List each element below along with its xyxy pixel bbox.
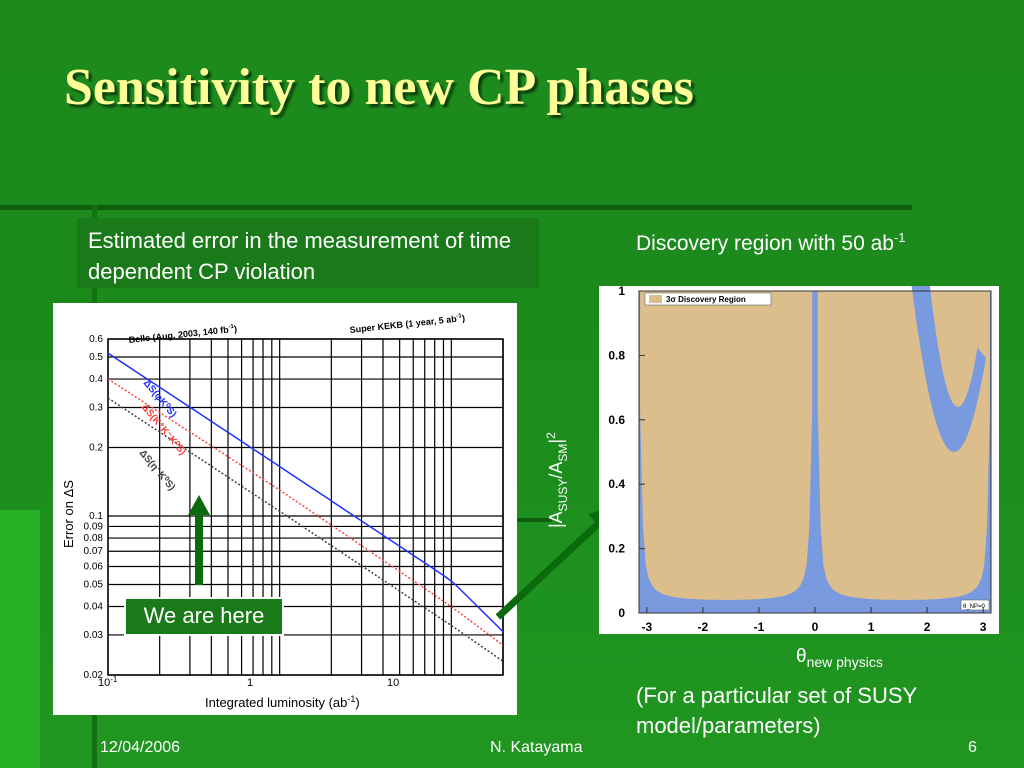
plot2-xtick-label: -3 [642, 620, 653, 634]
slide-title: Sensitivity to new CP phases [64, 59, 694, 116]
right-caption: Discovery region with 50 ab-1 [636, 230, 906, 256]
divider-line-short [517, 518, 552, 522]
plot1-ytick-label: 0.4 [89, 374, 103, 385]
plot1-ytick-label: 0.09 [84, 521, 104, 532]
plot2-ytick-label: 0.2 [608, 542, 625, 556]
up-arrow-icon [188, 495, 210, 585]
up-arrow-shaft [195, 513, 203, 585]
plot2-legend-text: 3σ Discovery Region [666, 295, 746, 304]
plot2-corner-label: θ_NP=0 [963, 604, 986, 610]
error-vs-luminosity-plot: 0.6 0.5 0.4 0.3 0.2 0.1 0.09 0.08 0.07 0.06 0.05 0.… [53, 303, 517, 715]
plot1-ylabel: Error on ΔS [61, 480, 76, 548]
plot1-ytick-label: 0.1 [89, 511, 103, 522]
plot1-ytick-label: 0.3 [89, 402, 103, 413]
plot1-series-label-etaks: ΔS(η' K⁰S) [137, 448, 177, 493]
plot2-xtick-label: 3 [980, 620, 987, 634]
plot2-ytick-label: 0.8 [608, 348, 625, 362]
plot2-tick-labels: -3 -2 -1 0 1 2 3 0 0.2 0.4 0.6 0.8 1 [608, 284, 987, 634]
plot2-region-right [817, 291, 990, 600]
side-strip [0, 510, 40, 768]
discovery-region-plot: 3σ Discovery Region θ_NP=0 -3 -2 -1 0 1 2 3 0 0.… [599, 284, 999, 634]
plot1-xtick-2: 10 [387, 677, 399, 689]
plot1-ytick-label: 0.03 [84, 630, 104, 641]
plot1-header-right: Super KEKB (1 year, 5 ab-1) [349, 313, 465, 335]
footer-author: N. Katayama [490, 739, 583, 756]
plot1-xtick-0: 10-1 [98, 675, 118, 689]
plot2-corner-box [960, 599, 990, 611]
right-caption-text: Discovery region with 50 ab [636, 232, 894, 255]
footer-date: 12/04/2006 [100, 739, 181, 756]
divider-line [0, 205, 912, 210]
up-arrow-head [188, 495, 210, 515]
plot2-xtick-label: 2 [924, 620, 931, 634]
plot1-ytick-label: 0.08 [84, 533, 104, 544]
plot2-ytick-label: 0.6 [608, 413, 625, 427]
plot2-xtick-label: 0 [812, 620, 819, 634]
callout-text: We are here [143, 603, 265, 628]
plot1-ytick-label: 0.5 [89, 352, 103, 363]
plot1-svg: 0.6 0.5 0.4 0.3 0.2 0.10.090.08 0.07 0.06 0.05 0.… [61, 313, 504, 710]
plot2-xlabel: θnew physics [796, 646, 883, 670]
plot2-xtick-label: 1 [868, 620, 875, 634]
plot1-series-line [107, 352, 504, 633]
plot2-xtick-label: -1 [754, 620, 765, 634]
plot1-ytick-label: 0.05 [84, 579, 104, 590]
plot1-series-line [107, 397, 504, 662]
plot1-xlabel: Integrated luminosity (ab-1) [205, 694, 360, 710]
plot1-header-left: Belle (Aug. 2003, 140 fb-1) [128, 324, 237, 345]
plot2-excluded-band [907, 284, 986, 452]
diagonal-arrow-shaft [495, 521, 601, 620]
plot2-region-left [640, 291, 813, 600]
plot2-ytick-label: 1 [618, 286, 625, 298]
right-caption-sup: -1 [893, 230, 906, 245]
plot1-curves [107, 352, 504, 662]
plot1-ytick-label: 0.06 [84, 561, 104, 572]
callout-box [124, 597, 284, 636]
plot1-ytick-label: 0.07 [84, 546, 104, 557]
plot2-ytick-label: 0.4 [608, 477, 625, 491]
svg-text:|ASUSY/ASM|2: |ASUSY/ASM|2 [544, 432, 570, 528]
plot2-svg: 3σ Discovery Region θ_NP=0 -3 -2 -1 0 1 2 3 0 0.… [608, 284, 992, 634]
plot2-xtick-label: -2 [698, 620, 709, 634]
plot1-ytick-label: 0.02 [84, 670, 104, 681]
plot1-ytick-label: 0.04 [84, 602, 104, 613]
plot2-legend [644, 292, 772, 306]
plot2-discovery-regions [640, 284, 990, 600]
plot1-xtick-1: 1 [247, 677, 253, 689]
plot2-ytick-label: 0 [618, 606, 625, 620]
plot2-legend-swatch [649, 295, 662, 303]
footer-page-number: 6 [968, 739, 977, 756]
plot2-ylabel: |ASUSY/ASM|2 [544, 432, 570, 528]
theta-sub: new physics [806, 653, 883, 670]
plot1-ytick-label: 0.2 [89, 443, 103, 454]
caption-box [77, 218, 539, 288]
theta-symbol: θ [796, 646, 807, 667]
left-caption: Estimated error in the measurement of ti… [88, 228, 512, 284]
plot1-y-tick-labels: 0.6 0.5 0.4 0.3 0.2 0.10.090.08 0.07 0.06 0.05 0.… [84, 334, 104, 681]
susy-note: (For a particular set of SUSY model/para… [636, 683, 917, 738]
plot1-ytick-label: 0.6 [89, 334, 103, 345]
